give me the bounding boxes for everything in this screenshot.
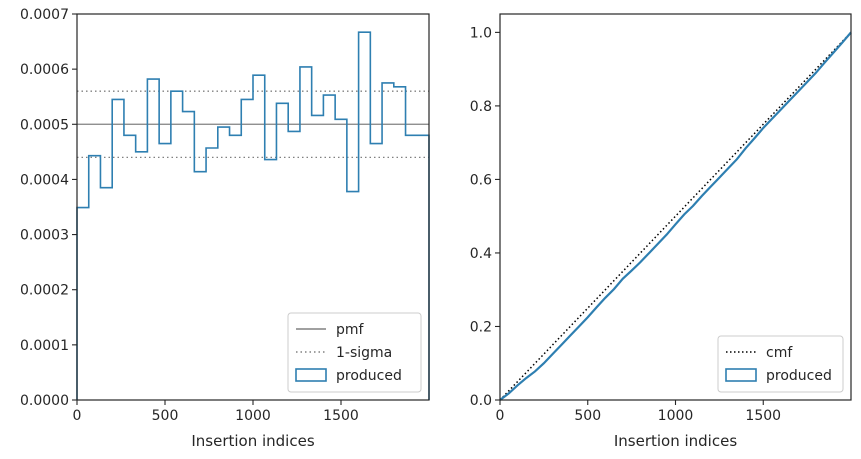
- x-tick-label: 1000: [658, 408, 694, 424]
- legend-label-1-sigma: 1-sigma: [336, 345, 392, 361]
- legend-label-pmf: pmf: [336, 322, 365, 338]
- series-produced: [76, 31, 430, 400]
- legend-handle-produced: [295, 368, 327, 382]
- x-tick-label: 0: [496, 408, 505, 424]
- y-tick-label: 0.0004: [20, 172, 69, 188]
- x-tick-label: 500: [574, 408, 601, 424]
- legend: pmf 1-sigma produced: [287, 312, 422, 393]
- legend-label-cmf: cmf: [766, 345, 793, 361]
- x-axis-label: Insertion indices: [614, 432, 737, 450]
- y-tick-label: 0.0002: [20, 283, 69, 299]
- legend-handle-produced: [725, 368, 757, 382]
- legend-label-produced: produced: [766, 368, 832, 384]
- y-tick-label: 0.0001: [20, 338, 69, 354]
- legend-label-produced: produced: [336, 368, 402, 384]
- series-cmf: [499, 31, 852, 401]
- y-tick-label: 0.6: [470, 172, 492, 188]
- y-tick-label: 0.0000: [20, 393, 69, 409]
- x-axis-label: Insertion indices: [191, 432, 314, 450]
- chart-panel-2: 0 500 1000 1500 0.0 0.2 0.4 0.6 0.8 1.0 Insertion …: [470, 13, 852, 450]
- chart-panel-1: 0 500 1000 1500 0.0000 0.0001 0.0002 0.0003 0.00…: [20, 7, 430, 450]
- y-tick-label: 0.2: [470, 319, 492, 335]
- legend-box: [287, 312, 422, 393]
- y-tick-label: 0.8: [470, 99, 492, 115]
- legend-box: [717, 335, 844, 393]
- x-tick-label: 1500: [745, 408, 781, 424]
- x-tick-label: 1500: [323, 408, 359, 424]
- y-tick-label: 0.0003: [20, 228, 69, 244]
- y-tick-label: 0.0: [470, 393, 492, 409]
- y-tick-label: 0.0005: [20, 117, 69, 133]
- y-tick-label: 0.0006: [20, 62, 69, 78]
- series-produced: [499, 31, 852, 401]
- y-tick-label: 1.0: [470, 25, 492, 41]
- y-tick-label: 0.0007: [20, 7, 69, 23]
- x-tick-label: 0: [73, 408, 82, 424]
- x-tick-label: 1000: [235, 408, 271, 424]
- x-tick-label: 500: [152, 408, 179, 424]
- legend: cmf produced: [717, 335, 844, 393]
- y-tick-label: 0.4: [470, 246, 492, 262]
